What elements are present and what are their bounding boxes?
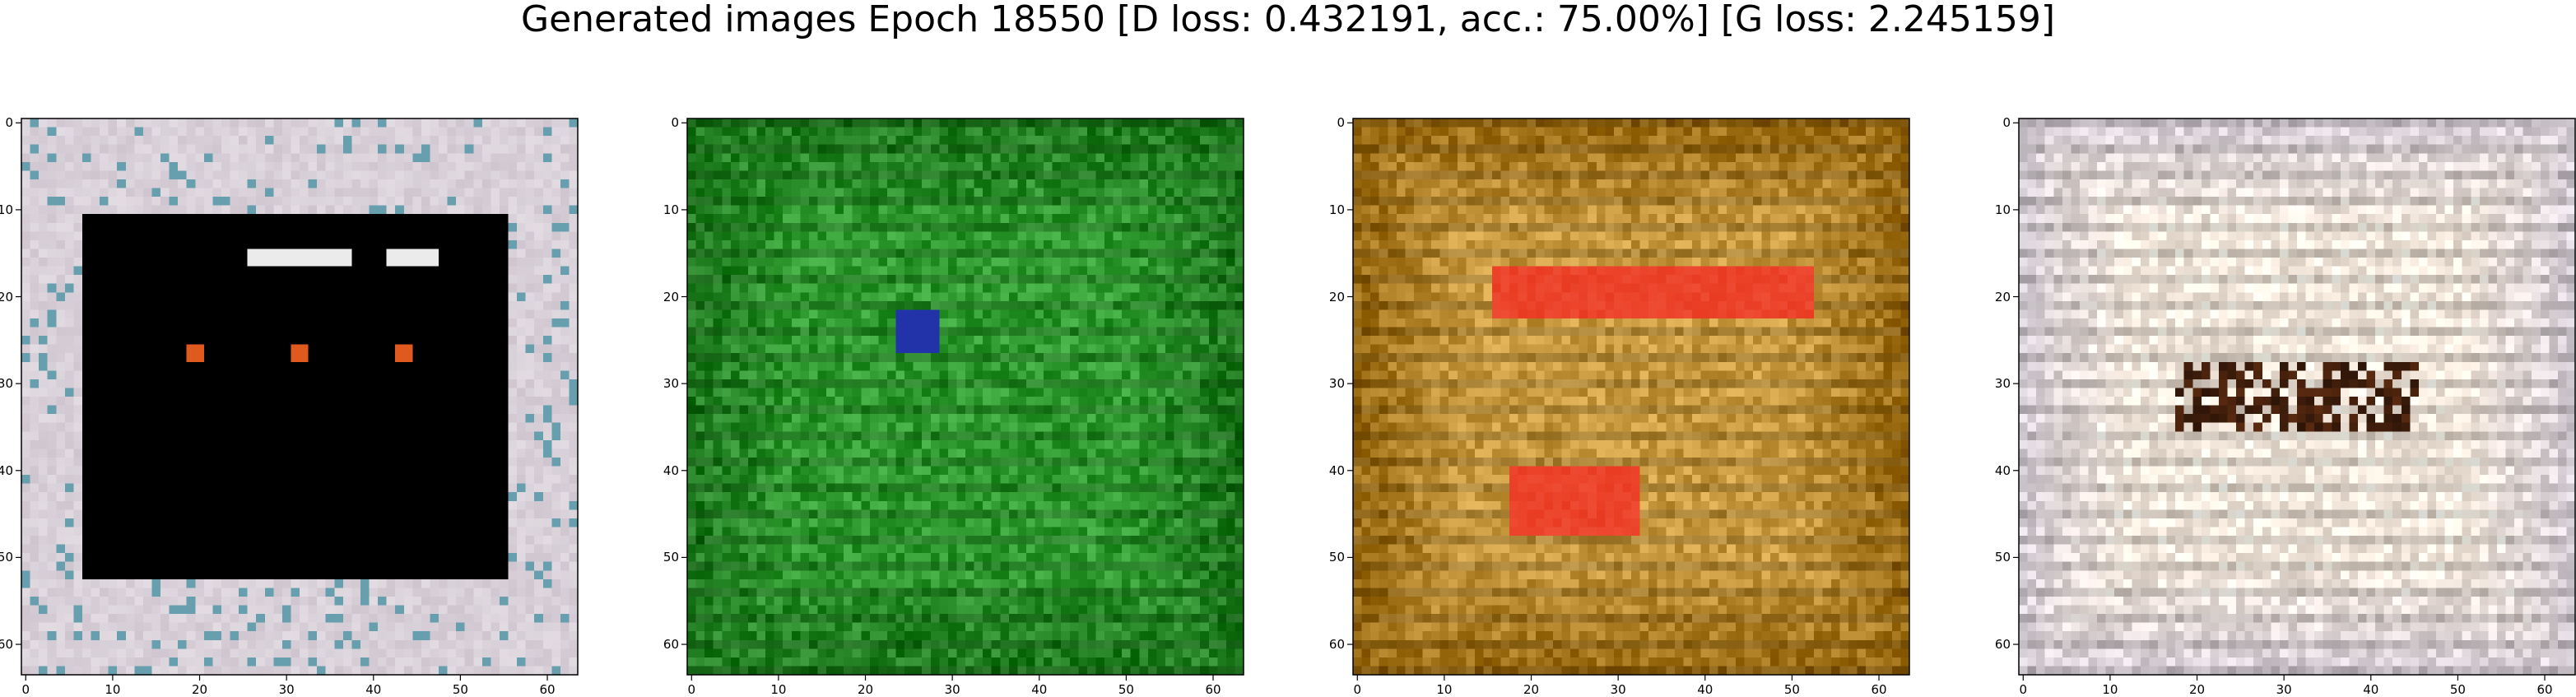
y-tick-label: 40 (1312, 464, 1345, 477)
x-tick-label: 60 (1862, 683, 1895, 696)
y-tick-label: 30 (1978, 377, 2011, 390)
y-tick-label: 10 (1978, 203, 2011, 216)
axes-border (2019, 118, 2575, 675)
image-panel-2: 0 0 10 10 20 20 30 30 40 40 50 50 60 60 (687, 118, 1244, 675)
y-tick-label: 30 (646, 377, 679, 390)
y-tick-label: 40 (646, 464, 679, 477)
x-tick-label: 50 (1109, 683, 1142, 696)
x-tick-label: 60 (1197, 683, 1230, 696)
axes-border (21, 118, 578, 675)
x-tick-label: 0 (675, 683, 708, 696)
x-tick-label: 30 (1602, 683, 1634, 696)
x-tick-label: 60 (2528, 683, 2561, 696)
x-tick-label: 10 (2094, 683, 2127, 696)
x-tick-label: 0 (9, 683, 42, 696)
x-tick-label: 20 (849, 683, 882, 696)
image-panel-1: 0 0 10 10 20 20 30 30 40 40 50 50 60 60 (21, 118, 578, 675)
x-tick-label: 40 (2355, 683, 2388, 696)
x-tick-label: 30 (270, 683, 303, 696)
x-tick-label: 10 (96, 683, 129, 696)
y-tick-label: 50 (1978, 551, 2011, 564)
y-tick-label: 20 (1312, 290, 1345, 304)
axes-frame-1 (21, 118, 578, 675)
image-panel-3: 0 0 10 10 20 20 30 30 40 40 50 50 60 60 (1353, 118, 1909, 675)
x-tick-label: 20 (2181, 683, 2214, 696)
x-tick-label: 50 (2441, 683, 2474, 696)
y-tick-label: 20 (646, 290, 679, 304)
x-tick-label: 20 (184, 683, 216, 696)
y-tick-label: 0 (1978, 116, 2011, 129)
y-tick-label: 20 (0, 290, 13, 304)
axes-frame-3 (1353, 118, 1909, 675)
x-tick-label: 40 (1689, 683, 1722, 696)
y-tick-label: 10 (646, 203, 679, 216)
y-tick-label: 30 (1312, 377, 1345, 390)
x-tick-label: 10 (762, 683, 795, 696)
y-tick-label: 0 (1312, 116, 1345, 129)
y-tick-label: 40 (0, 464, 13, 477)
y-tick-label: 30 (0, 377, 13, 390)
axes-frame-2 (687, 118, 1244, 675)
x-tick-label: 40 (1023, 683, 1056, 696)
x-tick-label: 50 (444, 683, 477, 696)
y-tick-label: 60 (0, 638, 13, 651)
figure-title: Generated images Epoch 18550 [D loss: 0.… (0, 0, 2576, 44)
image-panel-4: 0 0 10 10 20 20 30 30 40 40 50 50 60 60 (2019, 118, 2575, 675)
x-tick-label: 60 (531, 683, 564, 696)
y-tick-label: 10 (0, 203, 13, 216)
x-tick-label: 50 (1775, 683, 1808, 696)
y-tick-label: 50 (0, 551, 13, 564)
axes-frame-4 (2019, 118, 2575, 675)
y-tick-label: 0 (0, 116, 13, 129)
x-tick-label: 10 (1428, 683, 1461, 696)
x-tick-label: 20 (1515, 683, 1548, 696)
y-tick-label: 60 (646, 638, 679, 651)
x-tick-label: 30 (2267, 683, 2300, 696)
y-tick-label: 60 (1312, 638, 1345, 651)
y-tick-label: 60 (1978, 638, 2011, 651)
x-tick-label: 40 (357, 683, 390, 696)
y-tick-label: 40 (1978, 464, 2011, 477)
axes-border (1353, 118, 1909, 675)
x-tick-label: 0 (1341, 683, 1374, 696)
y-tick-label: 0 (646, 116, 679, 129)
y-tick-label: 50 (1312, 551, 1345, 564)
x-tick-label: 30 (936, 683, 969, 696)
y-tick-label: 20 (1978, 290, 2011, 304)
y-tick-label: 10 (1312, 203, 1345, 216)
x-tick-label: 0 (2006, 683, 2039, 696)
y-tick-label: 50 (646, 551, 679, 564)
axes-border (687, 118, 1244, 675)
